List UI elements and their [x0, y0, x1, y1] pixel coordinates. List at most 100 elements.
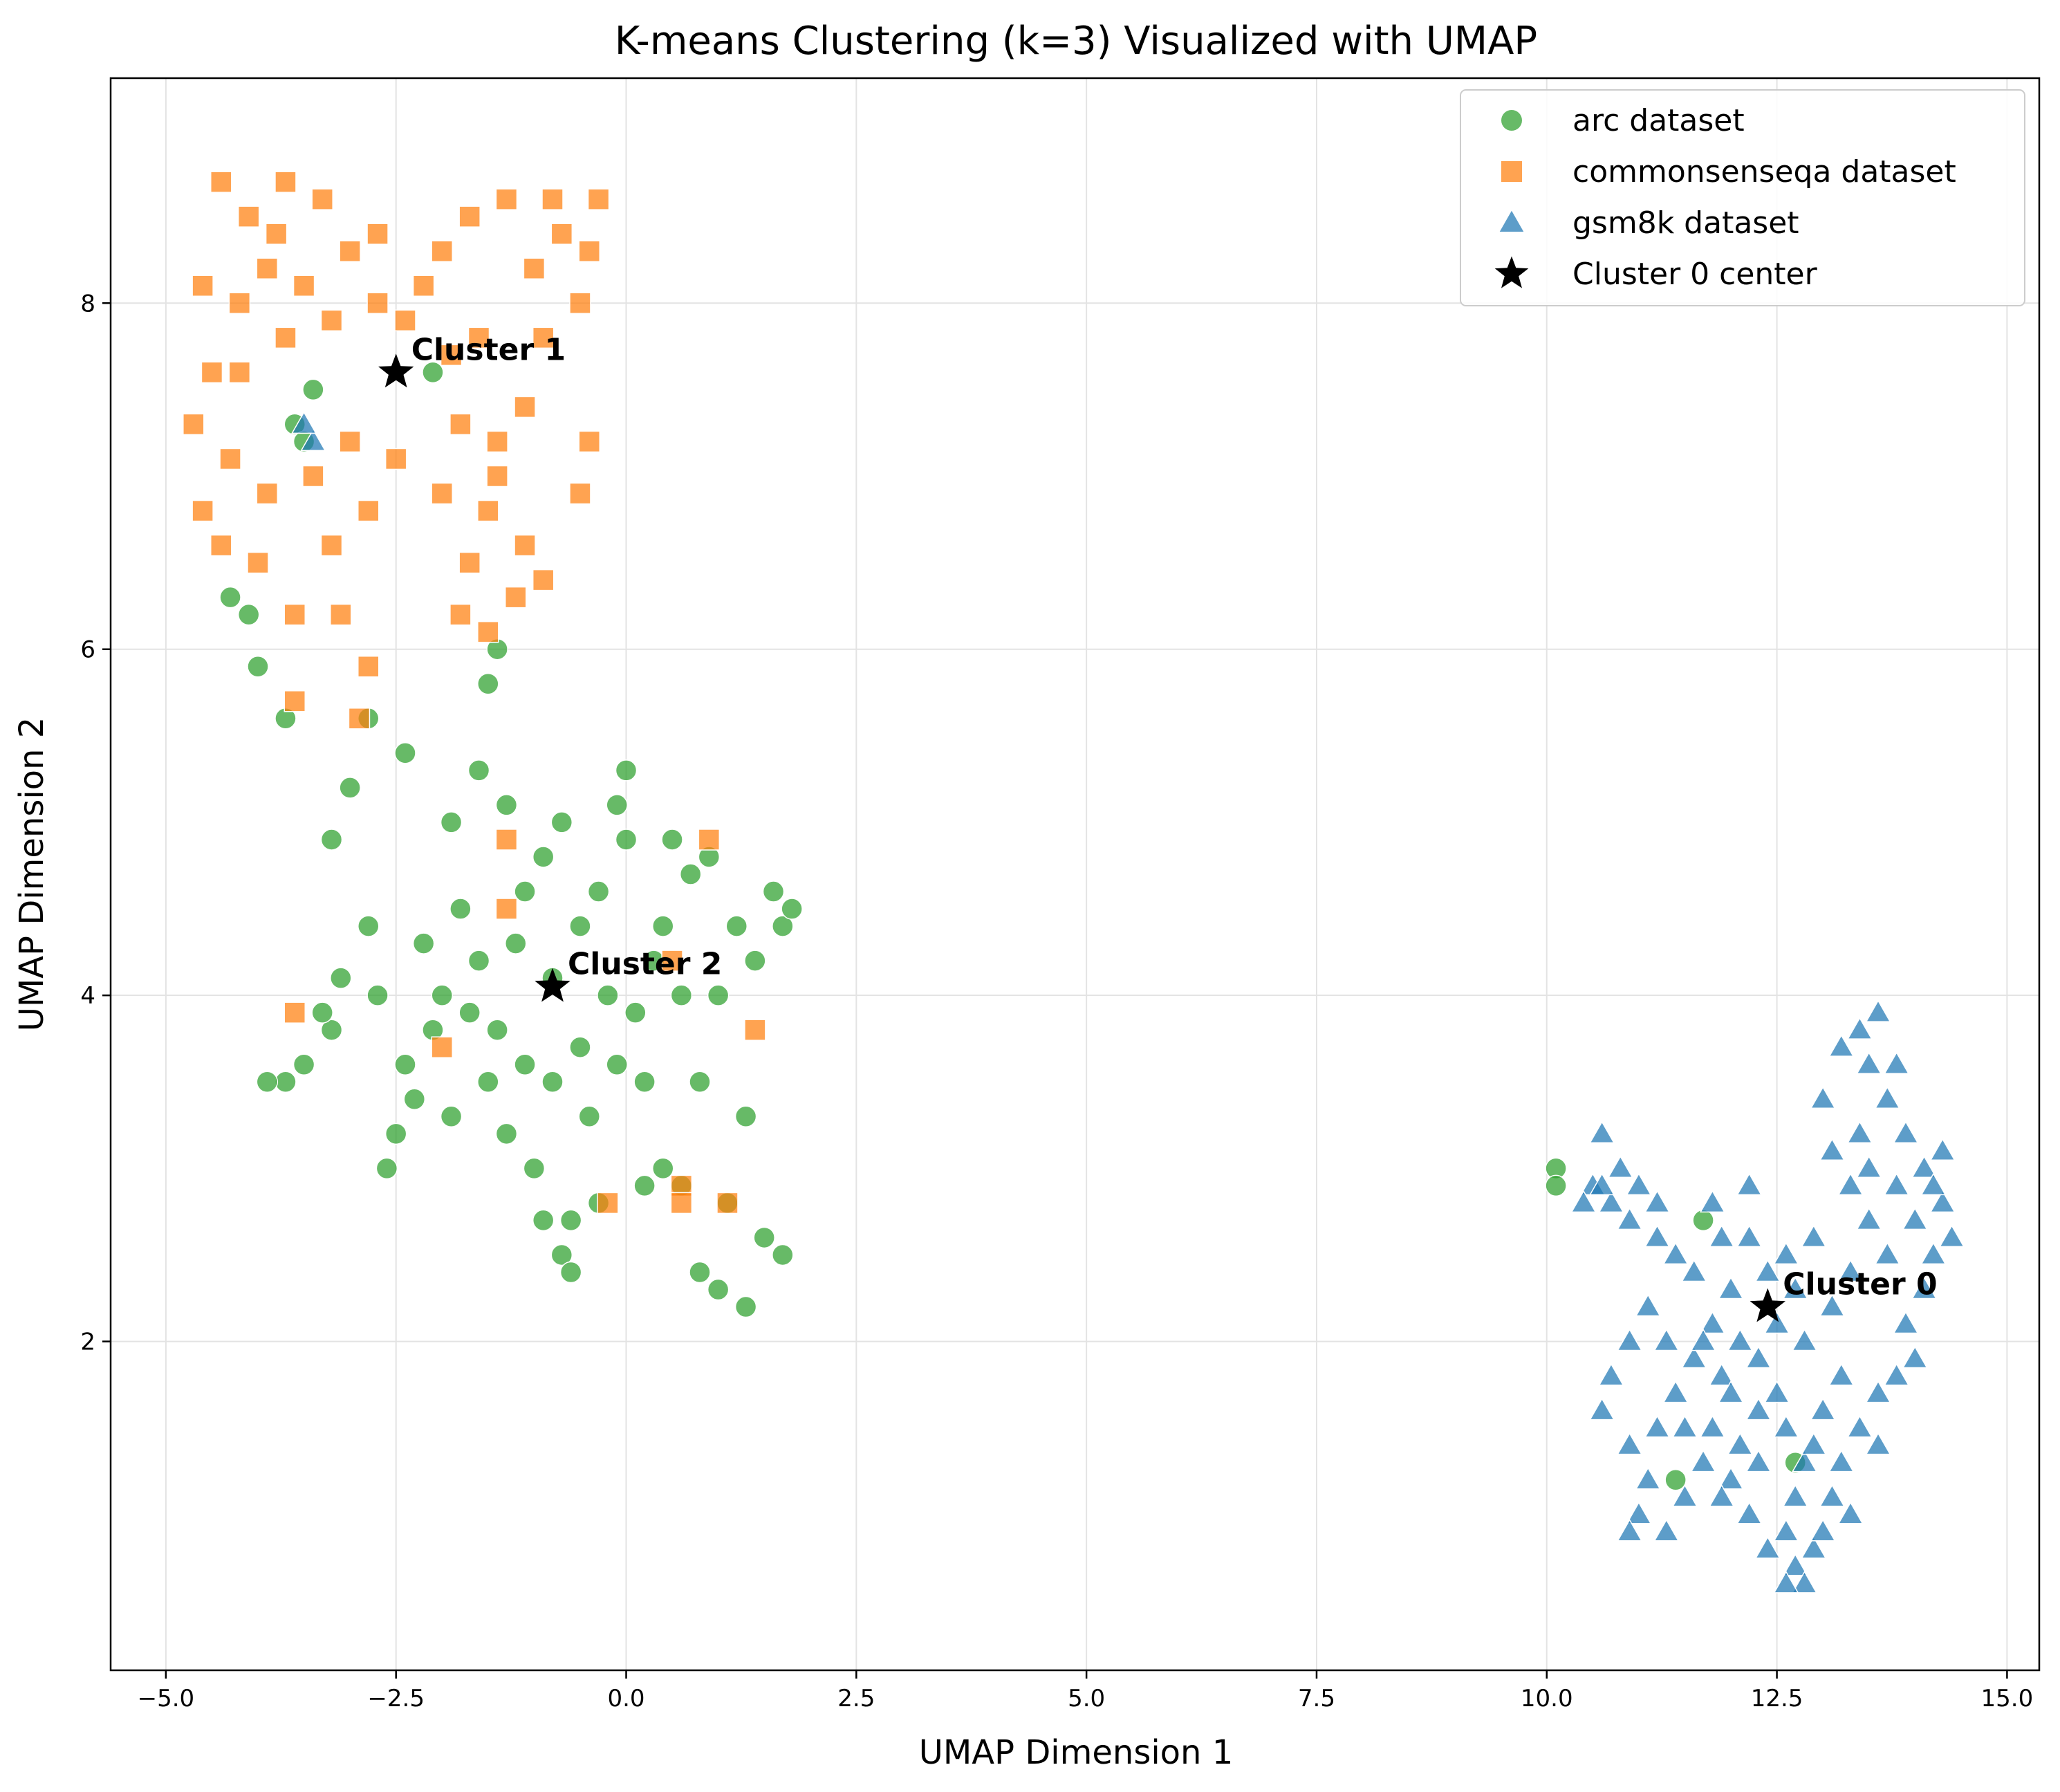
arc-point	[772, 915, 794, 937]
gsm8k-point	[1884, 1363, 1910, 1386]
commonsenseqa-point	[284, 1001, 306, 1024]
arc-point	[633, 1071, 656, 1093]
gsm8k-point	[1727, 1432, 1753, 1455]
gsm8k-point	[1745, 1397, 1772, 1421]
gsm8k-point	[1837, 1172, 1864, 1196]
arc-point	[440, 1105, 463, 1128]
arc-point	[1545, 1174, 1567, 1197]
arc-point	[293, 1053, 315, 1075]
gsm8k-point	[1791, 1449, 1818, 1472]
arc-point	[514, 1053, 536, 1075]
arc-point	[403, 1088, 426, 1111]
arc-point	[495, 794, 518, 816]
arc-point	[689, 1071, 711, 1093]
arc-point	[670, 984, 693, 1006]
gsm8k-point	[1874, 1086, 1900, 1109]
gsm8k-point	[1911, 1155, 1938, 1179]
arc-point	[597, 984, 619, 1006]
gsm8k-point	[1810, 1086, 1836, 1109]
cluster-center-star	[1750, 1288, 1785, 1322]
gsm8k-point	[1828, 1034, 1855, 1057]
commonsenseqa-point	[275, 326, 297, 349]
gsm8k-point	[1810, 1519, 1836, 1542]
x-tick-label: −2.5	[367, 1685, 425, 1712]
arc-point	[486, 1019, 508, 1041]
arc-point	[256, 1071, 279, 1093]
commonsenseqa-point	[550, 223, 573, 245]
legend-marker	[1494, 256, 1529, 288]
gsm8k-point	[1617, 1519, 1643, 1542]
gsm8k-point	[1727, 1328, 1753, 1351]
commonsenseqa-point	[514, 396, 536, 418]
arc-point	[559, 1261, 582, 1284]
commonsenseqa-point	[339, 430, 361, 453]
arc-point	[366, 984, 389, 1006]
arc-point	[505, 932, 527, 954]
arc-point	[384, 1123, 407, 1145]
arc-point	[458, 1001, 481, 1024]
gsm8k-point	[1920, 1241, 1947, 1265]
arc-point	[431, 984, 454, 1006]
commonsenseqa-point	[532, 569, 555, 591]
gsm8k-point	[1736, 1224, 1763, 1248]
y-tick-label: 8	[80, 290, 95, 317]
arc-point	[495, 1123, 518, 1145]
gsm8k-point	[1699, 1414, 1725, 1438]
gsm8k-point	[1681, 1259, 1707, 1282]
arc-point	[652, 1157, 674, 1180]
x-tick-label: 10.0	[1521, 1685, 1573, 1712]
cluster-center-star	[535, 968, 570, 1002]
arc-point	[624, 1001, 647, 1024]
commonsenseqa-point	[339, 240, 361, 262]
cluster-label: Cluster 2	[568, 947, 722, 982]
commonsenseqa-point	[486, 430, 508, 453]
gsm8k-point	[1773, 1414, 1799, 1438]
commonsenseqa-point	[302, 465, 324, 488]
arc-point	[587, 880, 610, 903]
gsm8k-point	[1782, 1553, 1808, 1576]
commonsenseqa-point	[458, 551, 481, 574]
arc-point	[275, 1071, 297, 1093]
gsm8k-point	[1782, 1484, 1808, 1507]
gsm8k-point	[1736, 1502, 1763, 1524]
commonsenseqa-point	[523, 257, 546, 279]
gsm8k-point	[1662, 1241, 1689, 1265]
arc-point	[744, 950, 766, 972]
gsm8k-point	[1801, 1432, 1827, 1455]
arc-point	[514, 880, 536, 903]
commonsenseqa-point	[541, 188, 564, 210]
y-tick-label: 2	[80, 1329, 95, 1356]
commonsenseqa-point	[744, 1019, 766, 1041]
commonsenseqa-point	[440, 344, 463, 367]
gsm8k-point	[1856, 1207, 1882, 1230]
gsm8k-point	[1635, 1466, 1661, 1490]
commonsenseqa-point	[661, 950, 683, 972]
grid	[111, 78, 2039, 1670]
gsm8k-point	[1929, 1190, 1956, 1213]
gsm8k-point	[1819, 1484, 1846, 1507]
gsm8k-point	[1837, 1502, 1864, 1524]
arc-point	[615, 759, 638, 782]
gsm8k-point	[1718, 1276, 1744, 1300]
commonsenseqa-point	[330, 603, 352, 626]
commonsenseqa-point	[275, 171, 297, 193]
arc-point	[578, 1105, 601, 1128]
arc-point	[689, 1261, 711, 1284]
commonsenseqa-point	[201, 361, 223, 384]
gsm8k-point	[1671, 1484, 1698, 1507]
commonsenseqa-point	[256, 482, 279, 505]
y-axis-label: UMAP Dimension 2	[12, 717, 51, 1032]
gsm8k-point	[1846, 1414, 1873, 1438]
commonsenseqa-point	[247, 551, 269, 574]
commonsenseqa-point	[384, 447, 407, 470]
arc-point	[569, 915, 591, 937]
legend: arc dataset commonsenseqa dataset gsm8k da…	[1460, 89, 2025, 306]
x-tick-label: 15.0	[1981, 1685, 2034, 1712]
commonsenseqa-point	[467, 326, 490, 349]
y-tick-label: 4	[80, 982, 95, 1010]
arc-point	[375, 1157, 398, 1180]
gsm8k-point	[300, 428, 326, 452]
arc-point	[320, 829, 343, 851]
gsm8k-point	[1589, 1120, 1615, 1144]
